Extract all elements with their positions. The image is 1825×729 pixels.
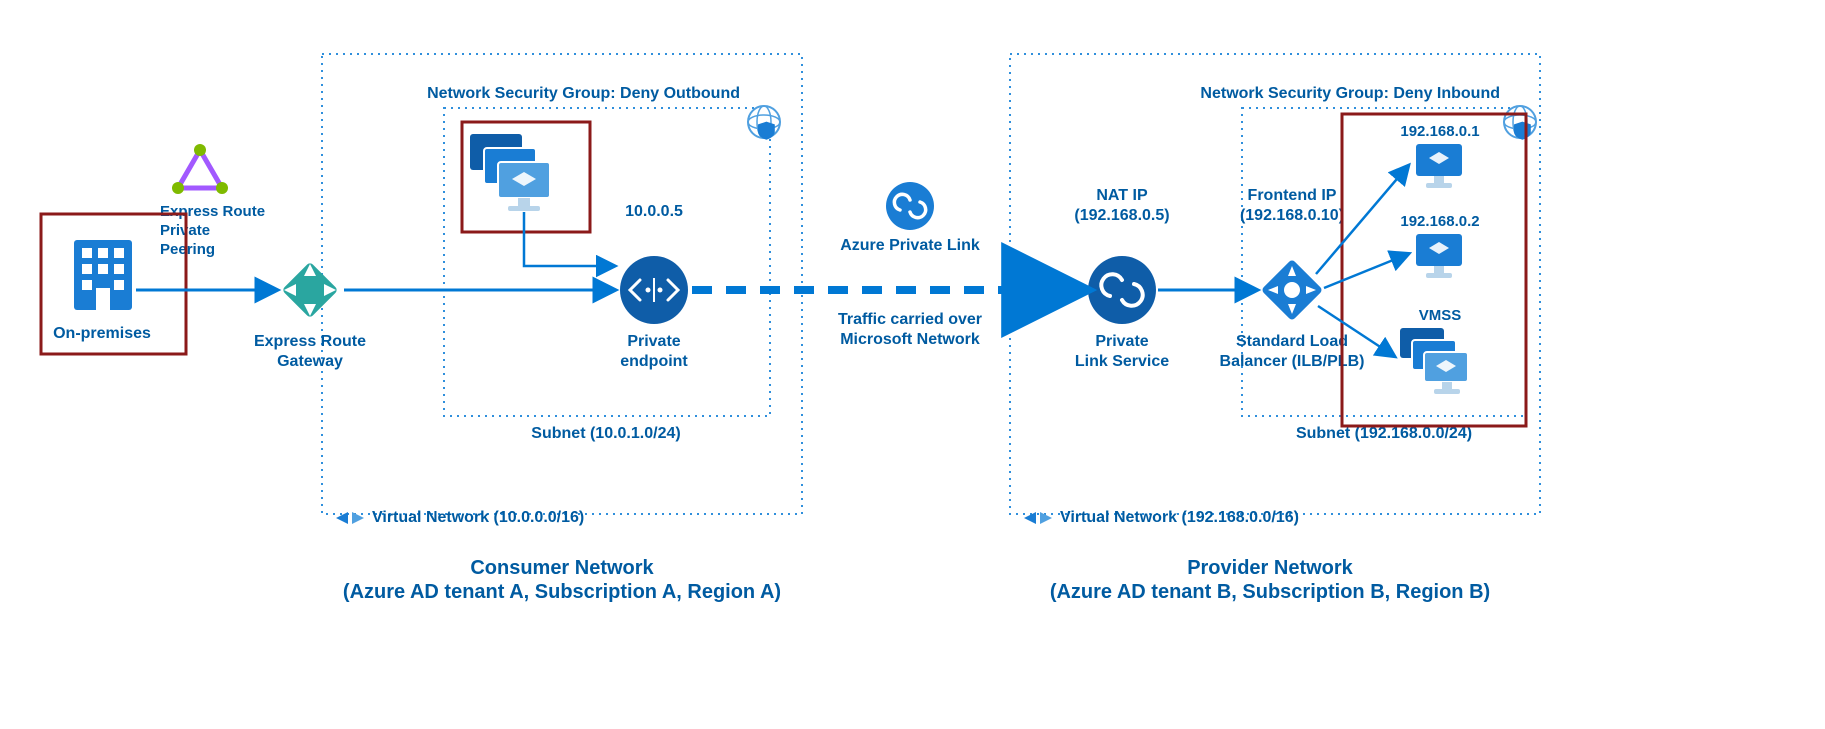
er-peering-label-1: Express Route — [160, 203, 265, 220]
pls-nat-label-2: (192.168.0.5) — [1074, 207, 1169, 224]
pls-label-1: Private — [1095, 333, 1148, 350]
provider-vnet-label: Virtual Network (192.168.0.0/16) — [1060, 509, 1299, 526]
arrow-lb-to-vm2 — [1324, 254, 1408, 288]
lb-fe-label-2: (192.168.0.10) — [1240, 207, 1344, 224]
arrow-vms-to-pe — [524, 212, 614, 266]
backend-vm-2-icon — [1416, 234, 1462, 278]
expressroute-gateway-icon — [282, 262, 339, 319]
pls-label-2: Link Service — [1075, 353, 1169, 370]
pe-ip-label: 10.0.0.5 — [625, 203, 683, 220]
consumer-vnet-label: Virtual Network (10.0.0.0/16) — [372, 509, 584, 526]
private-link-sub-2: Microsoft Network — [840, 331, 980, 348]
azure-private-link-diagram: Virtual Network (10.0.0.0/16) Subnet (10… — [0, 0, 1825, 729]
provider-nsg-label: Network Security Group: Deny Inbound — [1200, 85, 1500, 102]
consumer-subnet-label: Subnet (10.0.1.0/24) — [531, 425, 680, 442]
onprem-building-icon — [74, 240, 132, 310]
consumer-vms-icon — [470, 134, 550, 211]
consumer-nsg-label: Network Security Group: Deny Outbound — [427, 85, 740, 102]
backend-vmss-icon — [1400, 328, 1468, 394]
private-endpoint-icon — [620, 256, 688, 324]
pe-label-1: Private — [627, 333, 680, 350]
consumer-title-1: Consumer Network — [470, 557, 654, 579]
expressroute-peering-icon — [172, 144, 228, 194]
pe-label-2: endpoint — [620, 353, 688, 370]
consumer-title-2: (Azure AD tenant A, Subscription A, Regi… — [343, 581, 781, 603]
provider-title-2: (Azure AD tenant B, Subscription B, Regi… — [1050, 581, 1490, 603]
backend-vm-1-label: 192.168.0.1 — [1400, 123, 1479, 140]
pls-nat-label-1: NAT IP — [1096, 187, 1148, 204]
private-link-sub-1: Traffic carried over — [838, 311, 982, 328]
nsg-globe-icon — [748, 106, 780, 140]
nsg-globe-icon — [1504, 106, 1536, 140]
er-gw-label-2: Gateway — [277, 353, 343, 370]
onprem-label: On-premises — [53, 325, 151, 342]
backend-vm-2-label: 192.168.0.2 — [1400, 213, 1479, 230]
backend-vmss-label: VMSS — [1419, 307, 1462, 324]
load-balancer-icon — [1261, 259, 1323, 321]
er-gw-label-1: Express Route — [254, 333, 366, 350]
provider-subnet-label: Subnet (192.168.0.0/24) — [1296, 425, 1472, 442]
provider-title-1: Provider Network — [1187, 557, 1353, 579]
backend-vm-1-icon — [1416, 144, 1462, 188]
private-link-service-icon — [1088, 256, 1156, 324]
lb-fe-label-1: Frontend IP — [1248, 187, 1337, 204]
azure-private-link-icon — [886, 182, 934, 230]
private-link-title: Azure Private Link — [840, 237, 980, 254]
lb-label-1: Standard Load — [1236, 333, 1348, 350]
er-peering-label-3: Peering — [160, 241, 215, 258]
